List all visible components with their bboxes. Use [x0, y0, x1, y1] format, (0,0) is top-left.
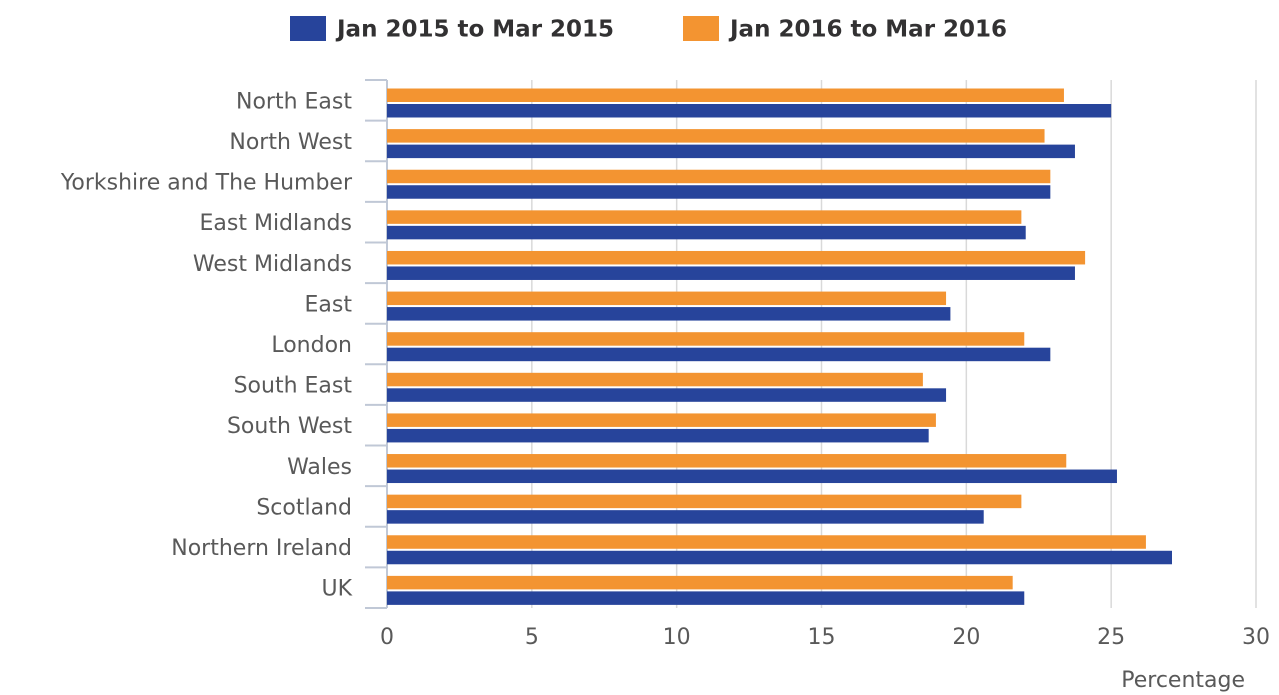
- bar: [387, 332, 1025, 346]
- y-tick-label: Wales: [287, 455, 352, 480]
- x-tick-label: 5: [525, 625, 539, 650]
- bar: [387, 250, 1086, 265]
- y-tick-label: South West: [227, 414, 352, 439]
- y-tick-label: Northern Ireland: [171, 536, 352, 561]
- y-tick-label: Scotland: [256, 495, 352, 520]
- bar: [387, 454, 1067, 468]
- legend-swatch: [683, 16, 719, 41]
- bar: [387, 104, 1112, 118]
- legend-swatch: [290, 16, 326, 41]
- x-tick-label: 0: [380, 625, 394, 650]
- y-tick-label: East Midlands: [200, 211, 353, 236]
- bar: [387, 88, 1064, 102]
- bar: [387, 372, 923, 387]
- bar: [387, 428, 929, 443]
- x-tick-label: 15: [808, 625, 836, 650]
- x-tick-label: 30: [1242, 625, 1270, 650]
- y-tick-label: West Midlands: [193, 252, 352, 277]
- bar: [387, 291, 947, 306]
- bar: [387, 388, 947, 402]
- bar: [387, 510, 984, 524]
- y-tick-label: London: [271, 333, 352, 358]
- legend-label: Jan 2016 to Mar 2016: [728, 17, 1007, 43]
- y-tick-label: South East: [234, 374, 353, 399]
- bar: [387, 307, 951, 321]
- bar: [387, 347, 1051, 362]
- y-tick-label: East: [305, 292, 353, 317]
- bar: [387, 550, 1172, 565]
- bar: [387, 413, 936, 427]
- x-axis-label: Percentage: [1121, 668, 1245, 693]
- y-tick-label: Yorkshire and The Humber: [60, 171, 353, 196]
- bar: [387, 591, 1025, 605]
- bar: [387, 266, 1075, 280]
- x-tick-label: 10: [663, 625, 691, 650]
- bar: [387, 469, 1117, 484]
- y-tick-label: North East: [236, 89, 352, 114]
- bar: [387, 169, 1051, 184]
- bar: [387, 129, 1045, 143]
- bar: [387, 575, 1013, 590]
- bar: [387, 210, 1022, 224]
- x-tick-label: 20: [952, 625, 980, 650]
- y-tick-label: UK: [321, 577, 352, 602]
- bar: [387, 144, 1075, 159]
- bar: [387, 185, 1051, 199]
- bar: [387, 535, 1146, 549]
- legend-label: Jan 2015 to Mar 2015: [335, 17, 614, 43]
- x-tick-label: 25: [1097, 625, 1125, 650]
- y-tick-label: North West: [229, 130, 352, 155]
- bar: [387, 494, 1022, 509]
- bar: [387, 225, 1026, 240]
